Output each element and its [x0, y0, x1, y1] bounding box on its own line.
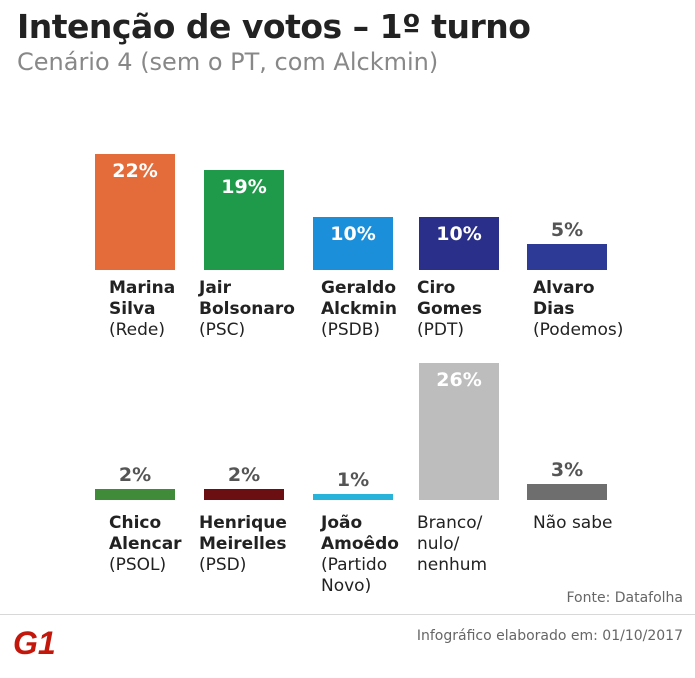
bar-value-label: 5%	[550, 219, 584, 241]
bar-category-party: (PSDB)	[321, 320, 381, 340]
credit-note: Infográfico elaborado em: 01/10/2017	[416, 628, 683, 644]
bar-category-party: (PDT)	[417, 320, 464, 340]
bar-category-name: Bolsonaro	[199, 299, 295, 319]
bar-category-party: nulo/	[417, 534, 460, 554]
bar-value-label: 1%	[336, 469, 370, 491]
bar-value-label: 26%	[436, 369, 482, 391]
bar-category-name: Alckmin	[321, 299, 398, 319]
bar	[527, 484, 607, 500]
bar-value-label: 3%	[550, 459, 584, 481]
bar-category-name: Jair	[199, 278, 232, 298]
bar-category-name: Chico	[109, 513, 162, 533]
bar-category-party: Novo)	[321, 576, 372, 596]
bar-category-name: Gomes	[417, 299, 482, 319]
bar-category-party: nenhum	[417, 555, 488, 575]
bar-category-name: Ciro	[417, 278, 456, 298]
chart-subtitle: Cenário 4 (sem o PT, com Alckmin)	[17, 48, 439, 76]
bar-value-label: 2%	[118, 464, 152, 486]
bar	[204, 170, 284, 270]
bar-category-party: (Partido	[321, 555, 388, 575]
bar	[419, 363, 499, 500]
bar-value-label: 10%	[330, 223, 376, 245]
source-note: Fonte: Datafolha	[566, 590, 683, 606]
bar-category-name: Dias	[533, 299, 575, 319]
bar	[527, 244, 607, 270]
g1-logo-text: G1	[13, 625, 56, 659]
bar-category-name: Meirelles	[199, 534, 287, 554]
bar-category-name: Geraldo	[321, 278, 397, 298]
g1-logo: G1	[13, 625, 56, 659]
bar-category-name: Alvaro	[533, 278, 595, 298]
bar	[204, 489, 284, 500]
bar-value-label: 2%	[227, 464, 261, 486]
bar-category-party: (PSOL)	[109, 555, 167, 575]
bar	[313, 217, 393, 270]
bar-category-name: João	[321, 513, 363, 533]
bar	[95, 489, 175, 500]
bar-value-label: 22%	[112, 160, 158, 182]
bar-category-name: Marina	[109, 278, 176, 298]
chart-title: Intenção de votos – 1º turno	[17, 7, 531, 46]
bar-value-label: 19%	[221, 176, 267, 198]
bar-category-party: (PSD)	[199, 555, 247, 575]
bar-category-name: Silva	[109, 299, 156, 319]
bar-category-party: (PSC)	[199, 320, 246, 340]
bar-value-label: 10%	[436, 223, 482, 245]
bar	[95, 154, 175, 270]
bar-category-name: Henrique	[199, 513, 287, 533]
bar-category-name: Alencar	[109, 534, 182, 554]
bar-category-party: Branco/	[417, 513, 483, 533]
bar	[419, 217, 499, 270]
bar-category-party: (Rede)	[109, 320, 166, 340]
bar-category-party: (Podemos)	[533, 320, 624, 340]
bar	[313, 494, 393, 500]
footer-divider	[0, 614, 695, 615]
bar-category-party: Não sabe	[533, 513, 613, 533]
bar-category-name: Amoêdo	[321, 534, 399, 554]
